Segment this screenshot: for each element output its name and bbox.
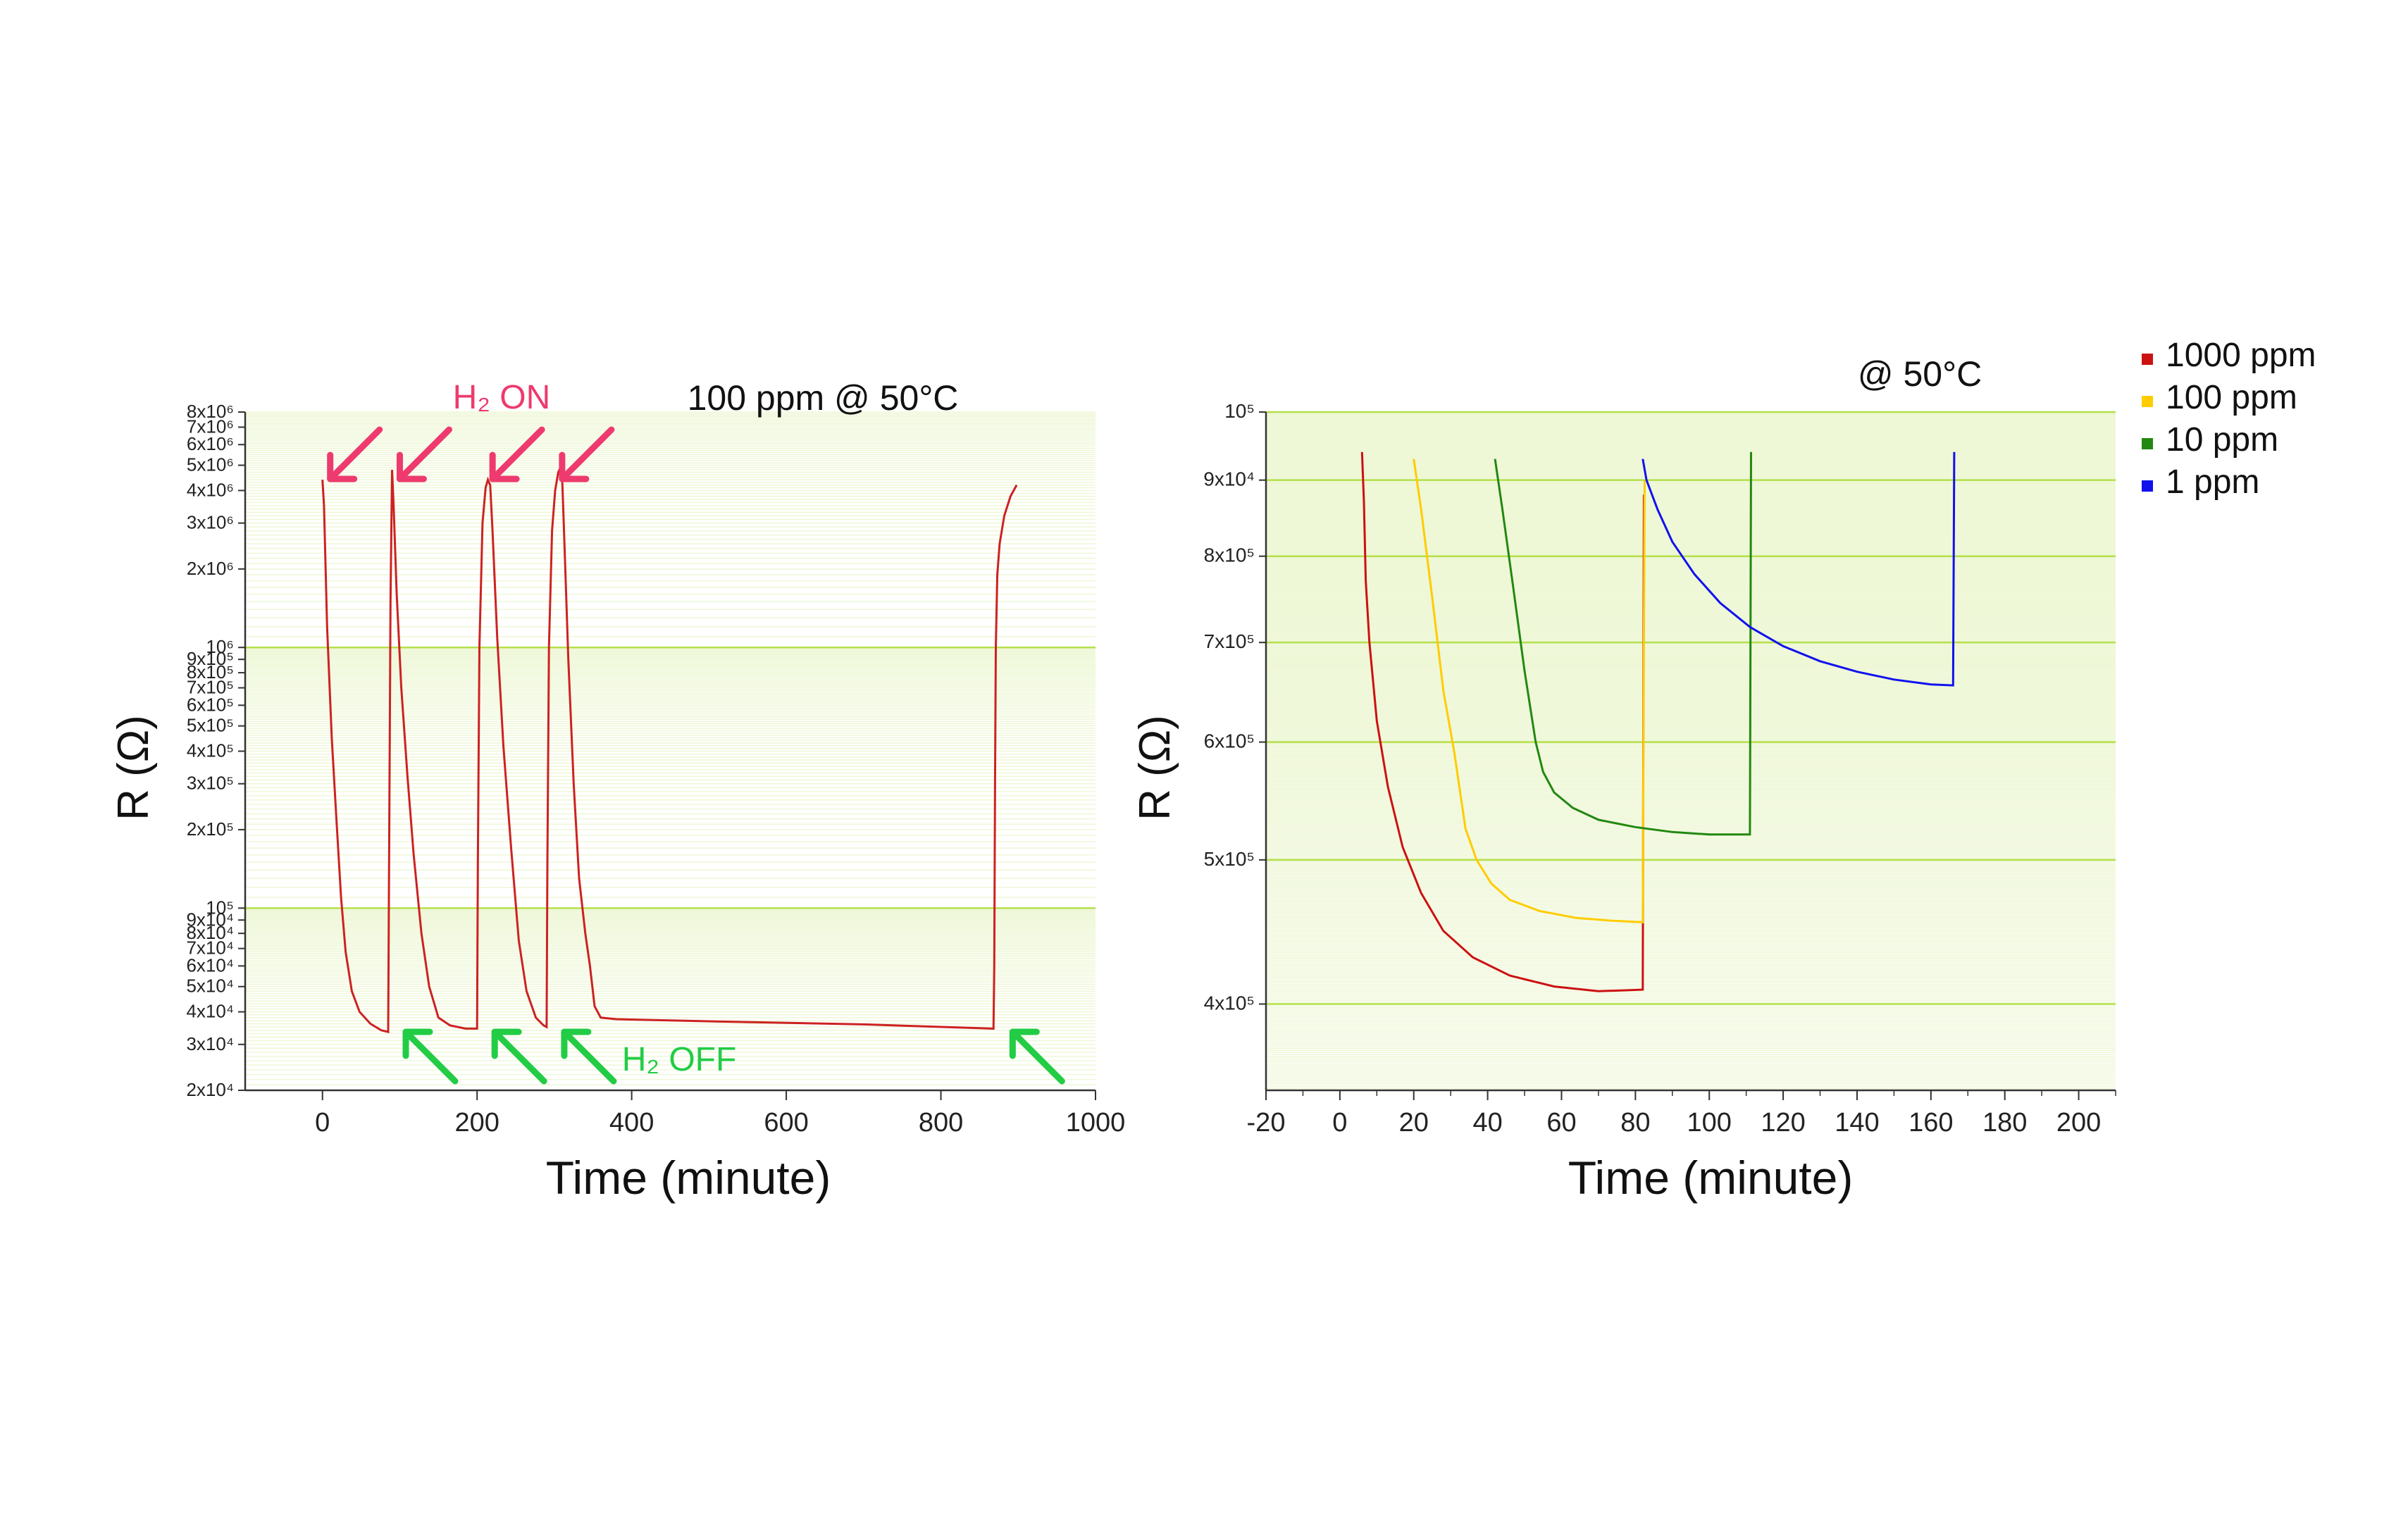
legend-label: 1000 ppm: [2166, 337, 2316, 374]
arrow-down-left-icon: [396, 426, 452, 482]
series-line: [1494, 451, 1752, 836]
legend-swatch: [2142, 396, 2153, 407]
x-tick-label: 400: [609, 1108, 654, 1138]
legend-swatch: [2142, 354, 2153, 365]
y-tick-label: 6x10⁶: [187, 433, 234, 454]
right-chart-panel: -20 0 20 40 60 80 100 120 140 160 180 200 4x10⁵ 5x10…: [1131, 337, 2316, 1204]
y-tick-label: 4x10⁶: [187, 479, 234, 500]
right-y-axis-label: R (Ω): [1131, 715, 1179, 821]
right-chart-title: @ 50°C: [1858, 354, 1982, 394]
h2-on-label: H₂ ON: [453, 379, 551, 416]
y-tick-label: 5x10⁶: [187, 454, 234, 475]
legend-swatch: [2142, 438, 2153, 449]
y-tick-label: 8x10⁶: [187, 401, 234, 422]
y-tick-label: 5x10⁵: [1204, 848, 1255, 870]
x-tick-label: 0: [1332, 1108, 1347, 1138]
legend-swatch: [2142, 480, 2153, 492]
arrow-up-left-icon: [1009, 1028, 1065, 1085]
x-tick-label: 160: [1909, 1108, 1953, 1138]
y-tick-label: 9x10⁴: [186, 909, 234, 930]
x-tick-label: 200: [2056, 1108, 2101, 1138]
y-tick-label: 6x10⁵: [1204, 730, 1255, 752]
series-line: [1641, 451, 1956, 687]
right-x-ticks: -20 0 20 40 60 80 100 120 140 160 180 200: [1247, 1090, 2116, 1138]
x-tick-label: -20: [1247, 1108, 1286, 1138]
h2-off-label: H₂ OFF: [622, 1041, 737, 1078]
x-tick-label: 0: [315, 1108, 330, 1138]
y-tick-label: 6x10⁵: [187, 694, 234, 715]
y-tick-label: 4x10⁵: [1204, 992, 1255, 1014]
y-tick-label: 8x10⁴: [186, 922, 234, 943]
arrow-down-left-icon: [489, 426, 545, 482]
x-tick-label: 800: [919, 1108, 963, 1138]
y-tick-label: 8x10⁵: [1204, 544, 1255, 566]
y-tick-label: 6x10⁴: [186, 954, 234, 976]
x-tick-label: 100: [1687, 1108, 1732, 1138]
x-tick-label: 120: [1761, 1108, 1805, 1138]
y-tick-label: 4x10⁴: [186, 1001, 234, 1022]
arrow-up-left-icon: [561, 1028, 617, 1085]
right-y-ticks: 4x10⁵ 5x10⁵ 6x10⁵ 7x10⁵ 8x10⁵ 9x10⁴ 10⁵: [1203, 400, 1266, 1014]
x-tick-label: 140: [1835, 1108, 1879, 1138]
arrow-up-left-icon: [491, 1028, 547, 1085]
y-tick-label: 9x10⁴: [1203, 468, 1255, 490]
y-tick-label: 7x10⁵: [1204, 630, 1255, 652]
y-tick-label: 3x10⁶: [187, 512, 234, 533]
y-tick-label: 10⁵: [206, 897, 234, 918]
legend: 1000 ppm 100 ppm 10 ppm 1 ppm: [2142, 337, 2316, 501]
y-tick-label: 5x10⁵: [187, 715, 234, 736]
x-tick-label: 60: [1546, 1108, 1576, 1138]
x-tick-label: 180: [1982, 1108, 2027, 1138]
legend-label: 100 ppm: [2166, 379, 2297, 416]
h2-on-arrows: [327, 426, 615, 482]
x-tick-label: 80: [1620, 1108, 1650, 1138]
y-tick-label: 10⁶: [206, 636, 234, 657]
right-x-axis-label: Time (minute): [1568, 1152, 1854, 1204]
y-tick-label: 5x10⁴: [186, 976, 234, 997]
legend-label: 1 ppm: [2166, 463, 2259, 501]
y-tick-label: 8x10⁵: [187, 661, 234, 683]
arrow-up-left-icon: [402, 1028, 459, 1085]
h2-off-arrows: [402, 1028, 1065, 1085]
y-tick-label: 2x10⁴: [186, 1079, 234, 1100]
left-chart-panel: 0 200 400 600 800 1000 2x10⁴3x10⁴4x10⁴5x10⁴6x…: [109, 378, 1125, 1204]
y-tick-label: 7x10⁶: [187, 416, 234, 437]
y-tick-label: 7x10⁵: [187, 677, 234, 698]
y-tick-label: 10⁵: [1224, 400, 1255, 422]
series-line: [1360, 451, 1645, 992]
left-y-axis-label: R (Ω): [109, 715, 158, 821]
x-tick-label: 200: [454, 1108, 499, 1138]
x-tick-label: 600: [764, 1108, 808, 1138]
right-resistance-curves: [1360, 451, 1956, 992]
y-tick-label: 9x10⁵: [187, 648, 234, 669]
left-x-axis-label: Time (minute): [546, 1152, 831, 1204]
y-tick-label: 2x10⁶: [187, 558, 234, 579]
series-line: [1413, 459, 1646, 923]
y-tick-label: 3x10⁵: [187, 773, 234, 794]
y-tick-label: 7x10⁴: [186, 937, 234, 959]
arrow-down-left-icon: [559, 426, 615, 482]
left-y-ticks: 2x10⁴ 3x10⁴ 4x10⁴ 5x10⁴6x10⁴7x10⁴8x10⁴9x10⁴…: [186, 401, 245, 1100]
left-resistance-curve: [321, 463, 1018, 1034]
x-tick-label: 40: [1472, 1108, 1502, 1138]
arrow-down-left-icon: [327, 426, 383, 482]
legend-label: 10 ppm: [2166, 421, 2278, 459]
left-chart-title: 100 ppm @ 50°C: [688, 378, 959, 418]
left-x-ticks: 0 200 400 600 800 1000: [315, 1090, 1125, 1138]
right-grid: [1266, 411, 2116, 1091]
x-tick-label: 1000: [1066, 1108, 1126, 1138]
left-grid: [245, 411, 1096, 1091]
y-tick-label: 3x10⁴: [186, 1033, 234, 1054]
y-tick-label: 4x10⁵: [187, 740, 234, 761]
y-tick-label: 2x10⁵: [187, 818, 234, 840]
x-tick-label: 20: [1399, 1108, 1429, 1138]
